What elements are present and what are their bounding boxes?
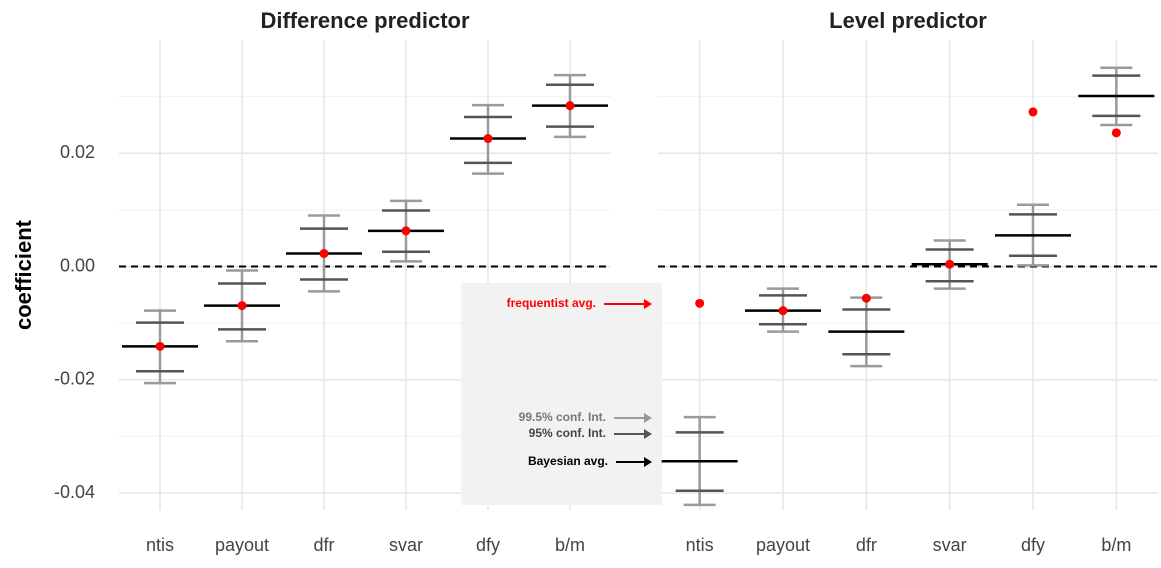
x-tick-label: b/m xyxy=(555,535,585,555)
x-tick-label: dfr xyxy=(313,535,334,555)
x-tick-label: dfy xyxy=(1021,535,1045,555)
y-tick-label: -0.02 xyxy=(54,369,95,389)
legend-label: Bayesian avg. xyxy=(528,454,608,468)
x-tick-label: ntis xyxy=(146,535,174,555)
y-tick-label: 0.00 xyxy=(60,255,95,275)
x-tick-label: dfy xyxy=(476,535,500,555)
panel-title: Difference predictor xyxy=(260,8,469,33)
frequentist-point xyxy=(401,226,411,236)
x-tick-label: payout xyxy=(215,535,269,555)
legend-arrowhead xyxy=(644,299,652,309)
x-tick-label: b/m xyxy=(1101,535,1131,555)
legend-background xyxy=(461,283,662,505)
frequentist-point xyxy=(861,293,871,303)
panel-title: Level predictor xyxy=(829,8,987,33)
marks-layer: Difference predictor coefficient -0.04 -0.0… xyxy=(11,8,1158,555)
x-tick-label: ntis xyxy=(686,535,714,555)
x-tick-label: payout xyxy=(756,535,810,555)
x-tick-label: svar xyxy=(389,535,423,555)
frequentist-point xyxy=(483,134,493,144)
legend-arrowhead xyxy=(644,413,652,423)
frequentist-point xyxy=(1028,107,1038,117)
x-tick-label: dfr xyxy=(856,535,877,555)
legend-arrowhead xyxy=(644,429,652,439)
frequentist-point xyxy=(319,248,329,258)
legend-label: 99.5% conf. Int. xyxy=(519,410,606,424)
legend: frequentist avg. 99.5% conf. Int. 95% co… xyxy=(461,283,662,505)
y-tick-label: 0.02 xyxy=(60,142,95,162)
frequentist-point xyxy=(565,101,575,111)
legend-arrowhead xyxy=(644,457,652,467)
x-tick-label: svar xyxy=(933,535,967,555)
legend-label: 95% conf. Int. xyxy=(529,426,606,440)
frequentist-point xyxy=(695,298,705,308)
frequentist-point xyxy=(945,259,955,269)
frequentist-point xyxy=(155,341,165,351)
frequentist-point xyxy=(778,306,788,316)
y-tick-label: -0.04 xyxy=(54,482,95,502)
legend-label: frequentist avg. xyxy=(507,296,596,310)
y-axis-label: coefficient xyxy=(11,219,36,330)
frequentist-point xyxy=(1111,128,1121,138)
frequentist-point xyxy=(237,301,247,311)
